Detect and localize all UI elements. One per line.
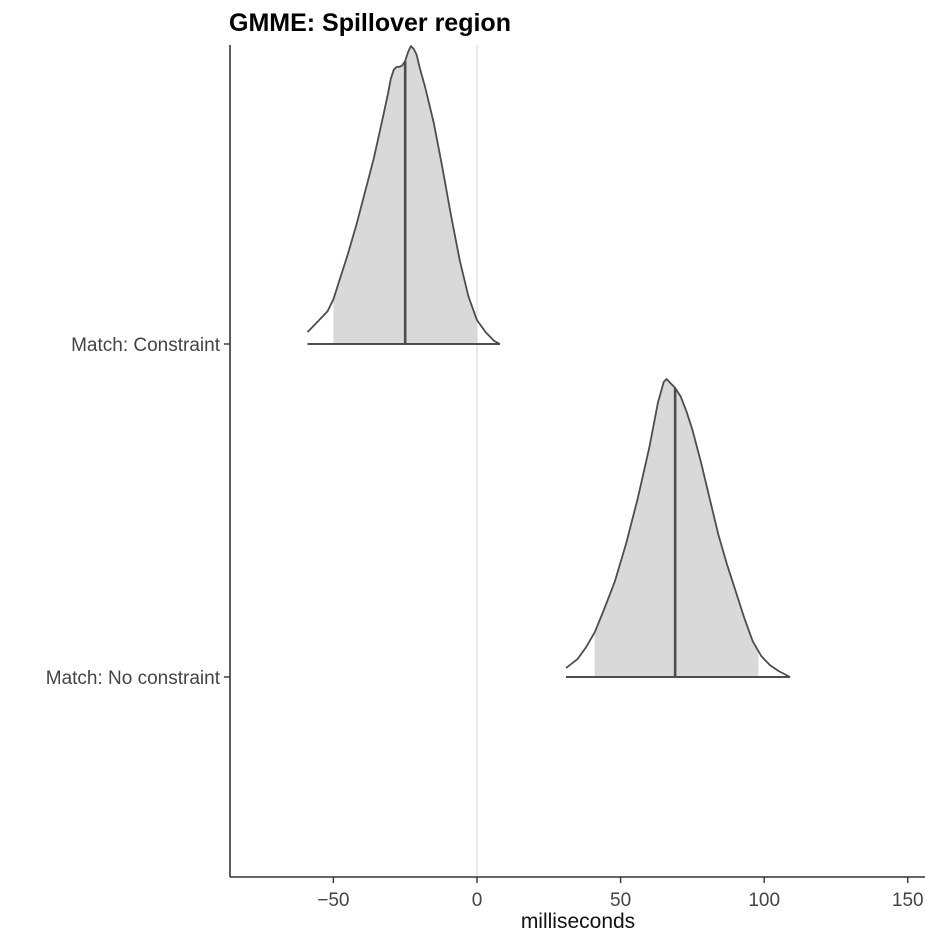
x-axis-ticks: −50 0 50 100 150 — [317, 877, 924, 911]
x-tick-label: −50 — [317, 890, 349, 911]
ridges-layer — [306, 45, 791, 678]
x-tick-label: 0 — [472, 890, 483, 911]
x-axis-title: milliseconds — [521, 910, 635, 932]
y-axis-ticks: Match: Constraint Match: No constraint — [46, 335, 230, 689]
ridge-constraint — [306, 45, 501, 345]
x-tick-label: 100 — [748, 890, 780, 911]
ridge-no-constraint — [565, 378, 791, 678]
density-outline — [565, 378, 791, 678]
y-tick-label: Match: Constraint — [71, 335, 221, 356]
x-tick-label: 50 — [610, 890, 631, 911]
chart-title: GMME: Spillover region — [229, 9, 511, 37]
x-tick-label: 150 — [892, 890, 924, 911]
y-tick-label: Match: No constraint — [46, 668, 221, 689]
density-shaded-interval — [594, 379, 759, 677]
density-outline — [306, 45, 501, 345]
